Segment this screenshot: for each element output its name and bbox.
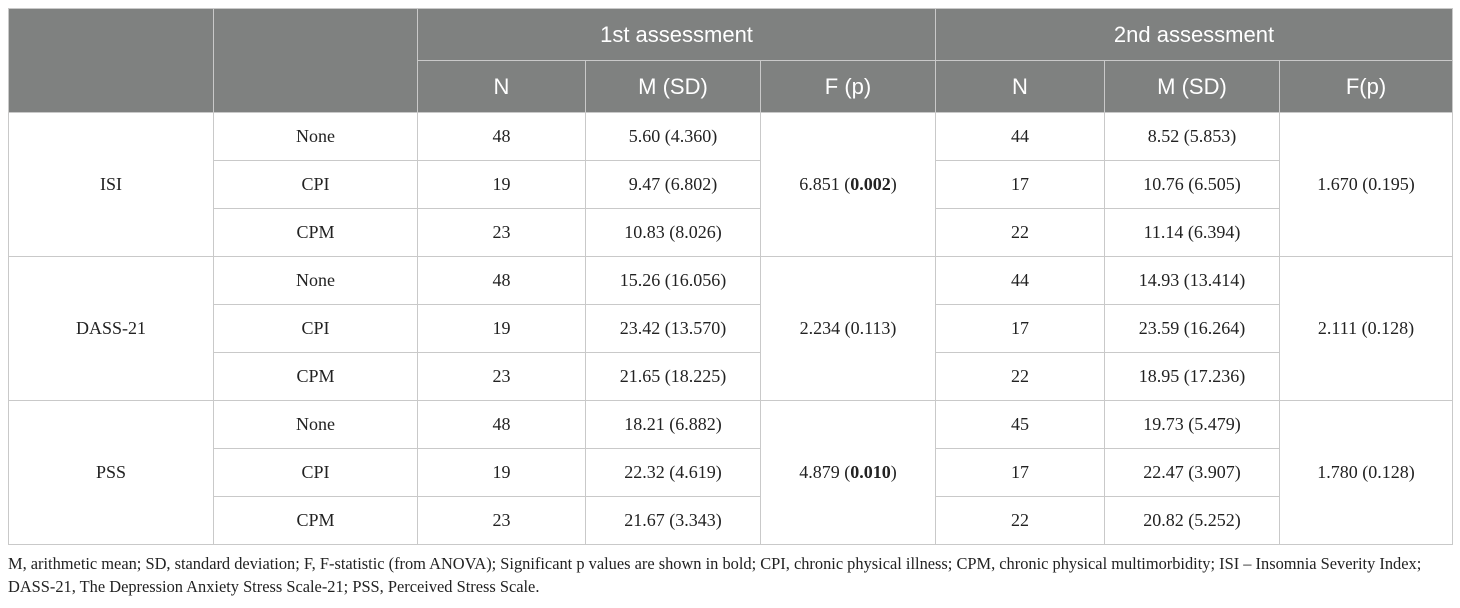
header-group-blank — [213, 8, 418, 113]
n-value-1: 23 — [417, 496, 586, 545]
n-value-2: 22 — [935, 352, 1105, 401]
measure-label: PSS — [8, 400, 214, 545]
table-footnote: M, arithmetic mean; SD, standard deviati… — [8, 554, 1422, 596]
mean-sd-1: 21.65 (18.225) — [585, 352, 761, 401]
measure-label: ISI — [8, 112, 214, 257]
f-p-cell-2: 1.780 (0.128) — [1279, 400, 1453, 545]
n-value-2: 44 — [935, 112, 1105, 161]
table-row: CPI 19 9.47 (6.802) 17 10.76 (6.505) — [9, 160, 1453, 209]
n-value-2: 17 — [935, 160, 1105, 209]
n-value-2: 45 — [935, 400, 1105, 449]
n-value-2: 17 — [935, 448, 1105, 497]
mean-sd-2: 19.73 (5.479) — [1104, 400, 1280, 449]
f-value: 1.780 — [1317, 462, 1358, 482]
mean-sd-1: 22.32 (4.619) — [585, 448, 761, 497]
mean-sd-2: 22.47 (3.907) — [1104, 448, 1280, 497]
mean-sd-2: 10.76 (6.505) — [1104, 160, 1280, 209]
f-value: 6.851 — [799, 174, 840, 194]
results-table: 1st assessment 2nd assessment N M (SD) F… — [8, 8, 1453, 545]
group-label: CPM — [213, 208, 418, 257]
table-body: ISI None 48 5.60 (4.360) 6.851 (0.002) 44 8.52… — [8, 112, 1453, 545]
mean-sd-1: 15.26 (16.056) — [585, 256, 761, 305]
n-value-1: 48 — [417, 400, 586, 449]
header-m-sd-1: M (SD) — [585, 60, 761, 113]
f-value: 2.234 — [799, 318, 841, 338]
n-value-1: 19 — [417, 448, 586, 497]
n-value-2: 17 — [935, 304, 1105, 353]
f-value: 2.111 — [1317, 318, 1358, 338]
p-value: 0.002 — [850, 174, 891, 194]
p-value: 0.128 — [1367, 318, 1409, 338]
group-label: CPI — [213, 160, 418, 209]
n-value-2: 22 — [935, 208, 1105, 257]
header-n-2: N — [935, 60, 1105, 113]
n-value-2: 44 — [935, 256, 1105, 305]
f-p-cell-1: 6.851 (0.002) — [760, 112, 936, 257]
group-label: None — [213, 112, 418, 161]
mean-sd-2: 20.82 (5.252) — [1104, 496, 1280, 545]
header-assessment-2: 2nd assessment — [935, 8, 1453, 61]
table-row: CPI 19 23.42 (13.570) 17 23.59 (16.264) — [9, 304, 1453, 353]
f-p-cell-2: 1.670 (0.195) — [1279, 112, 1453, 257]
group-label: CPI — [213, 304, 418, 353]
p-value: 0.113 — [850, 318, 891, 338]
n-value-1: 48 — [417, 256, 586, 305]
mean-sd-2: 8.52 (5.853) — [1104, 112, 1280, 161]
table-row: DASS-21 None 48 15.26 (16.056) 2.234 (0.113)… — [8, 256, 1453, 401]
group-label: CPM — [213, 352, 418, 401]
p-value: 0.195 — [1368, 174, 1409, 194]
n-value-1: 23 — [417, 208, 586, 257]
n-value-1: 23 — [417, 352, 586, 401]
header-measure-blank — [8, 8, 214, 113]
mean-sd-1: 21.67 (3.343) — [585, 496, 761, 545]
p-value: 0.128 — [1368, 462, 1409, 482]
n-value-1: 48 — [417, 112, 586, 161]
mean-sd-2: 14.93 (13.414) — [1104, 256, 1280, 305]
f-value: 1.670 — [1317, 174, 1358, 194]
table-row: CPM 23 21.65 (18.225) 22 18.95 (17.236) — [9, 352, 1453, 401]
f-p-cell-1: 4.879 (0.010) — [760, 400, 936, 545]
header-m-sd-2: M (SD) — [1104, 60, 1280, 113]
mean-sd-2: 18.95 (17.236) — [1104, 352, 1280, 401]
mean-sd-1: 10.83 (8.026) — [585, 208, 761, 257]
header-assessment-1: 1st assessment — [417, 8, 936, 61]
measure-label: DASS-21 — [8, 256, 214, 401]
n-value-2: 22 — [935, 496, 1105, 545]
table-row: ISI None 48 5.60 (4.360) 6.851 (0.002) 44 8.52… — [8, 112, 1453, 257]
f-value: 4.879 — [799, 462, 840, 482]
mean-sd-2: 11.14 (6.394) — [1104, 208, 1280, 257]
table-row: PSS None 48 18.21 (6.882) 4.879 (0.010) 45 19.… — [8, 400, 1453, 545]
n-value-1: 19 — [417, 304, 586, 353]
group-label: CPM — [213, 496, 418, 545]
mean-sd-2: 23.59 (16.264) — [1104, 304, 1280, 353]
mean-sd-1: 23.42 (13.570) — [585, 304, 761, 353]
group-label: CPI — [213, 448, 418, 497]
group-label: None — [213, 400, 418, 449]
table-row: CPI 19 22.32 (4.619) 17 22.47 (3.907) — [9, 448, 1453, 497]
table-row: CPM 23 21.67 (3.343) 22 20.82 (5.252) — [9, 496, 1453, 545]
n-value-1: 19 — [417, 160, 586, 209]
group-label: None — [213, 256, 418, 305]
header-n-1: N — [417, 60, 586, 113]
mean-sd-1: 18.21 (6.882) — [585, 400, 761, 449]
mean-sd-1: 5.60 (4.360) — [585, 112, 761, 161]
f-p-cell-2: 2.111 (0.128) — [1279, 256, 1453, 401]
header-f-p-2: F(p) — [1279, 60, 1453, 113]
table-row: CPM 23 10.83 (8.026) 22 11.14 (6.394) — [9, 208, 1453, 257]
header-f-p-1: F (p) — [760, 60, 936, 113]
f-p-cell-1: 2.234 (0.113) — [760, 256, 936, 401]
p-value: 0.010 — [850, 462, 891, 482]
mean-sd-1: 9.47 (6.802) — [585, 160, 761, 209]
